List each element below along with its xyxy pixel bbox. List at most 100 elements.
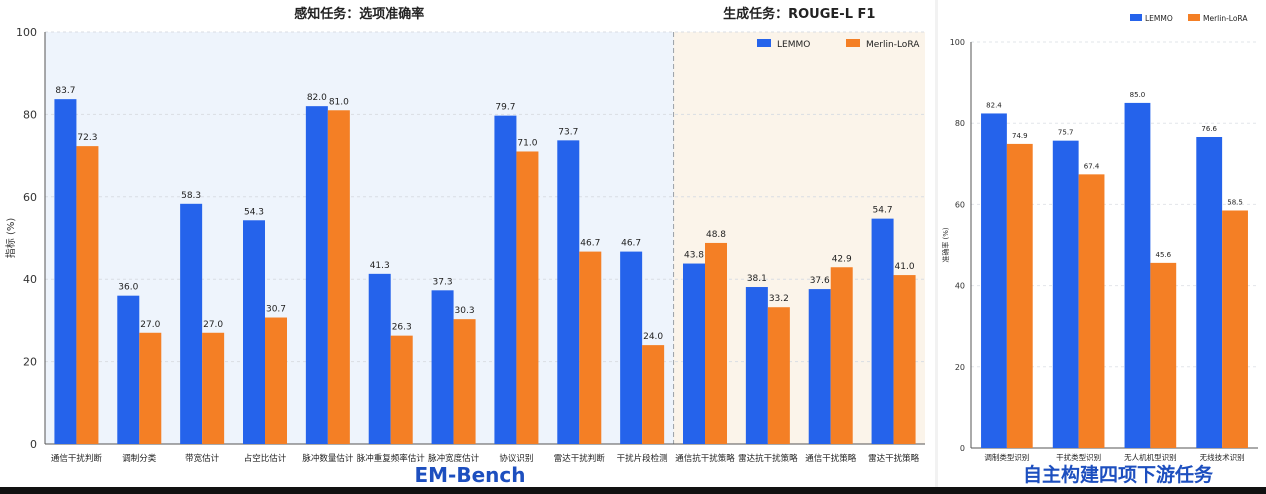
bar-merlin [579, 251, 602, 444]
bar-lemmo [431, 290, 454, 444]
legend-label-lemmo: LEMMO [1145, 14, 1173, 23]
legend-swatch-merlin [1188, 14, 1200, 21]
x-tick-label: 占空比估计 [244, 453, 287, 464]
data-label-merlin: 27.0 [140, 320, 160, 330]
x-tick-label: 无人机机型识别 [1124, 452, 1177, 462]
bar-merlin [642, 345, 665, 444]
bar-lemmo [620, 251, 643, 444]
bar-merlin [1150, 262, 1177, 448]
x-tick-label: 通信干扰策略 [805, 453, 857, 464]
bar-lemmo [1124, 102, 1151, 449]
perception-panel-title: 感知任务：选项准确率 [294, 6, 424, 22]
x-tick-label: 脉冲数量估计 [302, 453, 354, 464]
data-label-lemmo: 83.7 [55, 86, 75, 96]
bar-merlin [202, 332, 225, 444]
legend-label-merlin: Merlin-LoRA [866, 40, 920, 50]
bar-merlin [265, 317, 287, 444]
x-tick-label: 通信抗干扰策略 [675, 453, 735, 464]
bar-merlin [1222, 210, 1248, 448]
data-label-lemmo: 85.0 [1130, 91, 1146, 99]
data-label-merlin: 74.9 [1012, 132, 1028, 140]
x-tick-label: 调制分类 [122, 453, 157, 464]
bar-merlin [830, 267, 853, 444]
bar-lemmo [180, 203, 203, 444]
bar-lemmo [745, 287, 768, 444]
data-label-merlin: 42.9 [832, 254, 852, 264]
data-label-lemmo: 58.3 [181, 191, 201, 201]
data-label-lemmo: 37.6 [810, 276, 830, 286]
bar-merlin [516, 151, 539, 445]
data-label-lemmo: 54.7 [873, 206, 893, 216]
y-tick-label: 60 [955, 200, 965, 209]
y-tick-label: 80 [955, 119, 965, 128]
data-label-lemmo: 41.3 [370, 261, 390, 271]
em-bench-chart: 0 20 40 60 80 100 指标 (%) 感知任务：选项准确率 生成任务：ROUGE-L… [4, 6, 925, 487]
caption: 自主构建四项下游任务 [1023, 463, 1214, 486]
bar-lemmo [871, 218, 894, 444]
y-axis-label: 准确率 (%) [941, 227, 950, 263]
bar-merlin [390, 335, 413, 444]
y-tick-label: 40 [23, 273, 37, 286]
data-label-lemmo: 54.3 [244, 207, 264, 217]
bar-lemmo [1196, 137, 1223, 448]
bar-merlin [76, 146, 99, 444]
x-tick-label: 调制类型识别 [984, 452, 1029, 462]
bar-lemmo [1052, 140, 1079, 448]
data-label-lemmo: 82.0 [307, 93, 327, 103]
x-tick-label: 雷达干扰策略 [868, 453, 920, 464]
x-tick-label: 通信干扰判断 [51, 453, 103, 464]
x-tick-label: 带宽估计 [185, 453, 220, 464]
data-label-merlin: 41.0 [895, 262, 915, 272]
data-label-lemmo: 76.6 [1201, 125, 1217, 133]
bar-merlin [1078, 174, 1105, 448]
data-label-merlin: 30.7 [266, 305, 286, 315]
y-tick-label: 80 [23, 108, 37, 121]
bar-lemmo [557, 140, 580, 444]
data-label-lemmo: 46.7 [621, 239, 641, 249]
x-tick-label: 雷达抗干扰策略 [738, 453, 798, 464]
x-tick-label: 脉冲重复频率估计 [357, 453, 426, 464]
x-tick-label: 干扰类型识别 [1056, 452, 1101, 462]
y-tick-label: 100 [16, 26, 37, 39]
y-tick-label: 0 [30, 438, 37, 451]
data-label-merlin: 71.0 [517, 138, 537, 148]
bar-lemmo [117, 295, 140, 444]
data-label-merlin: 67.4 [1084, 162, 1100, 170]
bar-lemmo [305, 106, 328, 444]
data-label-merlin: 33.2 [769, 294, 789, 304]
y-tick-label: 20 [955, 363, 965, 372]
data-label-merlin: 72.3 [77, 133, 97, 143]
data-label-lemmo: 36.0 [118, 283, 138, 293]
x-tick-label: 脉冲宽度估计 [428, 453, 480, 464]
y-tick-label: 0 [960, 444, 965, 453]
bottom-border [0, 487, 1266, 494]
data-label-merlin: 27.0 [203, 320, 223, 330]
caption: EM-Bench [414, 463, 525, 487]
data-label-merlin: 81.0 [329, 97, 349, 107]
data-label-lemmo: 38.1 [747, 274, 767, 284]
legend-label-lemmo: LEMMO [777, 40, 810, 50]
data-label-merlin: 30.3 [455, 306, 475, 316]
data-label-merlin: 24.0 [643, 332, 663, 342]
bar-lemmo [494, 115, 517, 445]
bar-lemmo [54, 99, 77, 444]
data-label-merlin: 58.5 [1227, 198, 1243, 206]
data-label-merlin: 46.7 [580, 239, 600, 249]
legend-swatch-merlin [846, 39, 860, 47]
data-label-lemmo: 75.7 [1058, 129, 1074, 137]
bar-merlin [327, 110, 350, 444]
y-axis-label: 指标 (%) [4, 218, 17, 259]
data-label-lemmo: 37.3 [433, 277, 453, 287]
data-label-merlin: 48.8 [706, 230, 726, 240]
bar-merlin [767, 307, 790, 444]
bar-merlin [705, 242, 727, 444]
legend-label-merlin: Merlin-LoRA [1203, 14, 1248, 23]
x-tick-label: 无线技术识别 [1200, 452, 1245, 462]
y-tick-label: 100 [950, 38, 965, 47]
y-tick-label: 20 [23, 356, 37, 369]
bar-lemmo [683, 263, 705, 444]
generation-panel-title: 生成任务：ROUGE-L F1 [723, 6, 875, 22]
data-label-lemmo: 82.4 [986, 101, 1002, 109]
downstream-chart: 0 20 40 60 80 100 准确率 (%) 82.4 74.9 调制类型识别 75.7 67.… [941, 14, 1258, 486]
y-tick-label: 60 [23, 191, 37, 204]
